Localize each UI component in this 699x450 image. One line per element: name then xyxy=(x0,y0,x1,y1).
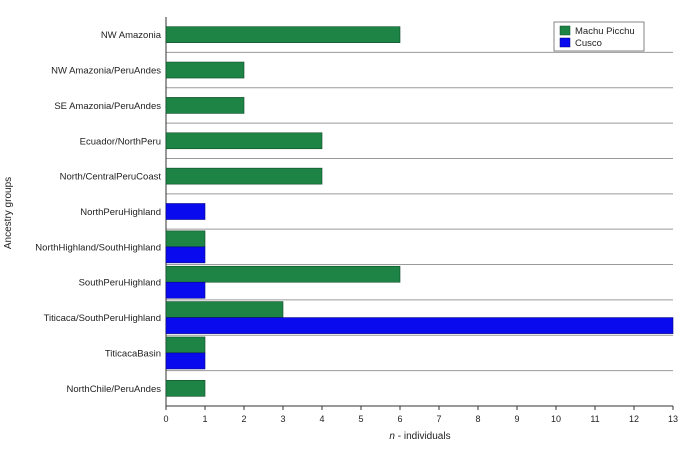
category-label: TiticacaBasin xyxy=(105,348,161,359)
category-label: SouthPeruHighland xyxy=(79,278,161,289)
category-label: NorthPeruHighland xyxy=(80,207,161,218)
x-tick-label: 2 xyxy=(241,414,246,424)
legend-swatch-cusco xyxy=(559,37,571,48)
bar-machu-picchu xyxy=(165,265,401,283)
bar-cusco xyxy=(165,317,674,334)
legend-label-cusco: Cusco xyxy=(575,38,602,49)
x-tick-label: 0 xyxy=(163,414,168,424)
legend-swatch-machu-picchu xyxy=(559,25,571,36)
category-label: NorthHighland/SouthHighland xyxy=(35,242,161,253)
x-tick-label: 3 xyxy=(280,414,285,424)
category-label: SE Amazonia/PeruAndes xyxy=(54,101,161,112)
x-tick-label: 10 xyxy=(551,414,561,424)
category-label: Titicaca/SouthPeruHighland xyxy=(44,313,161,324)
category-label: Ecuador/NorthPeru xyxy=(80,136,161,147)
bar-machu-picchu xyxy=(165,230,206,248)
y-axis-title: Ancestry groups xyxy=(3,177,14,249)
bar-machu-picchu xyxy=(165,132,323,150)
legend-label-machu-picchu: Machu Picchu xyxy=(575,26,635,37)
bar-cusco xyxy=(165,281,206,299)
bar-cusco xyxy=(165,246,206,264)
bar-machu-picchu xyxy=(165,380,206,397)
x-tick-label: 11 xyxy=(590,414,599,424)
x-tick-label: 9 xyxy=(514,414,519,424)
x-tick-label: 4 xyxy=(319,414,324,424)
bar-machu-picchu xyxy=(165,336,206,354)
x-axis-title: n - individuals xyxy=(389,431,450,442)
bar-machu-picchu xyxy=(165,301,284,318)
bar-machu-picchu xyxy=(165,167,323,185)
x-tick-label: 1 xyxy=(202,414,207,424)
x-axis-title-prefix: n xyxy=(389,431,395,442)
x-axis-title-suffix: - individuals xyxy=(395,431,451,442)
x-tick-label: 5 xyxy=(358,414,363,424)
x-tick-label: 7 xyxy=(436,414,441,424)
category-label: NW Amazonia/PeruAndes xyxy=(51,66,161,77)
bar-machu-picchu xyxy=(165,26,401,43)
bar-machu-picchu xyxy=(165,97,245,114)
x-tick-label: 8 xyxy=(475,414,480,424)
bar-cusco xyxy=(165,203,206,220)
bar-machu-picchu xyxy=(165,61,245,79)
bar-cusco xyxy=(165,352,206,370)
category-label: North/CentralPeruCoast xyxy=(60,172,162,183)
x-tick-label: 12 xyxy=(629,414,639,424)
x-tick-label: 13 xyxy=(668,414,678,424)
x-tick-label: 6 xyxy=(397,414,402,424)
category-label: NW Amazonia xyxy=(101,30,162,41)
category-label: NorthChile/PeruAndes xyxy=(66,384,161,395)
legend: Machu Picchu Cusco xyxy=(553,21,645,52)
